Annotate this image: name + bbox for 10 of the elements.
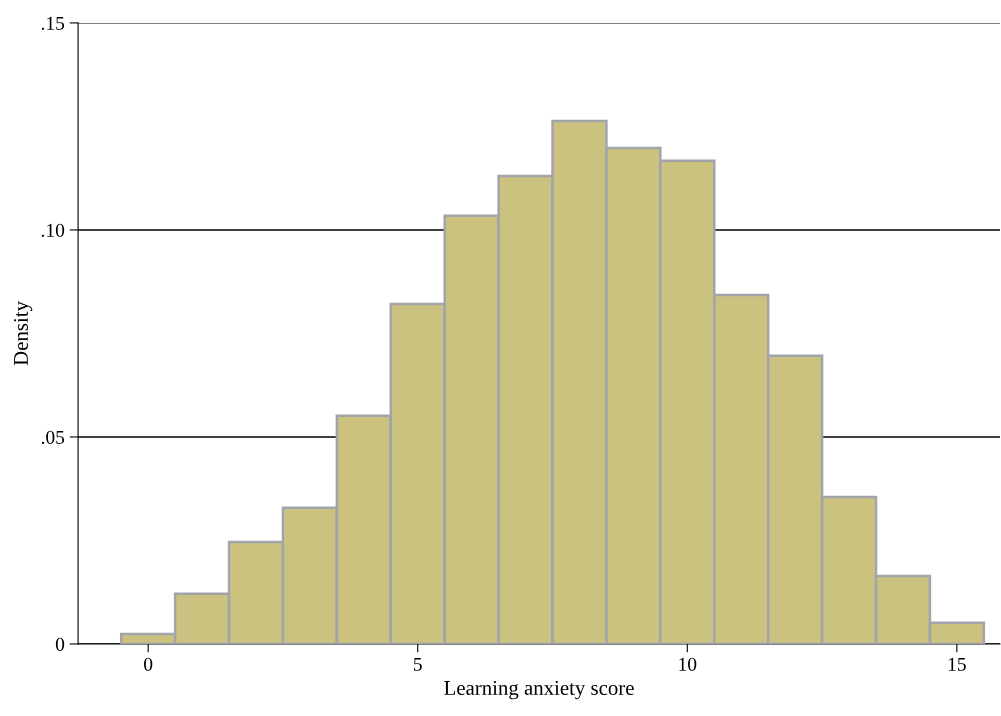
x-tick-label: 0: [144, 657, 153, 671]
x-tick-label: 5: [414, 657, 422, 671]
x-axis-title: Learning anxiety score: [444, 680, 634, 700]
y-tick-label: .10: [41, 223, 65, 237]
y-tick-label: 0: [55, 637, 65, 651]
y-tick-label: .15: [41, 16, 65, 30]
y-tick-label: .05: [41, 430, 65, 444]
x-tick-label: 15: [948, 657, 966, 671]
y-axis-title: Density: [13, 301, 33, 366]
x-tick-label: 10: [679, 657, 697, 671]
